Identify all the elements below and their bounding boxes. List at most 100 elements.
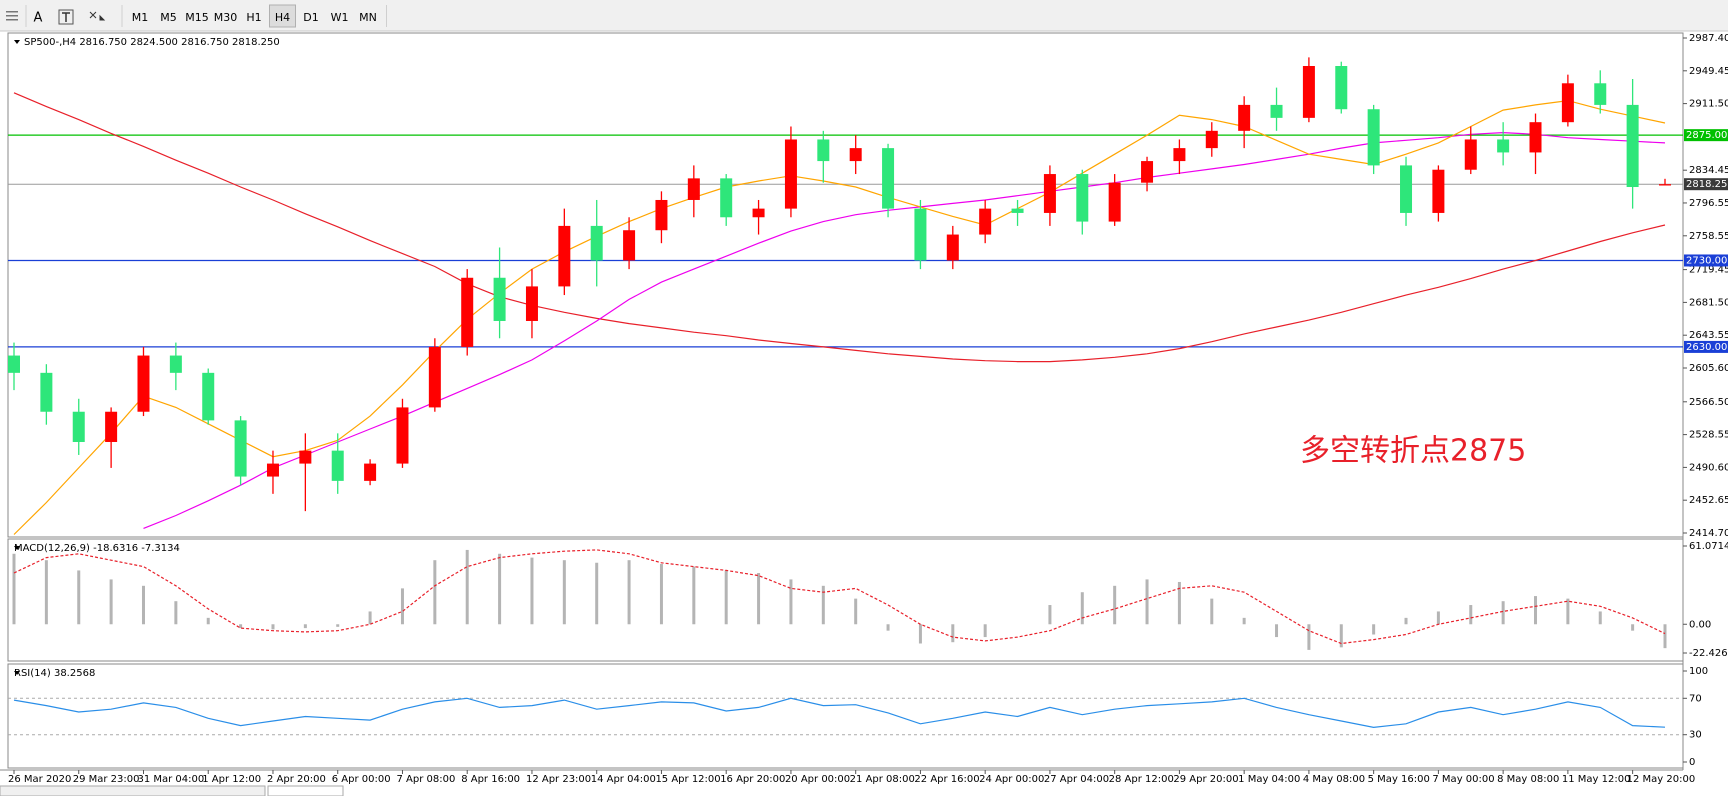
y-tick-label: 2566.500	[1689, 397, 1728, 408]
candle-body	[1270, 104, 1283, 118]
candle-body	[946, 234, 959, 261]
timeframe-button[interactable]: W1	[331, 11, 349, 24]
timeframe-button[interactable]: M30	[214, 11, 238, 24]
timeframe-button[interactable]: M5	[160, 11, 177, 24]
font-button[interactable]: A	[34, 11, 43, 26]
candle-body	[720, 178, 733, 218]
y-tick-label: 2414.700	[1689, 528, 1728, 539]
y-tick-label: 100	[1689, 666, 1708, 677]
candle-body	[1561, 83, 1574, 123]
x-tick-label: 1 May 04:00	[1238, 774, 1300, 785]
candle-body	[1464, 139, 1477, 170]
candle-body	[882, 148, 895, 209]
timeframe-button[interactable]: H1	[246, 11, 261, 24]
plot-area	[8, 57, 1683, 535]
histogram-bar	[109, 579, 113, 625]
histogram-bar	[951, 624, 955, 643]
histogram-bar	[368, 611, 372, 625]
x-tick-label: 5 May 16:00	[1368, 774, 1430, 785]
histogram-bar	[789, 579, 793, 625]
x-tick-label: 8 May 08:00	[1497, 774, 1559, 785]
level-label: 2630.000	[1686, 342, 1728, 353]
histogram-bar	[1436, 611, 1440, 625]
histogram-bar	[206, 617, 210, 625]
histogram-bar	[595, 562, 599, 625]
x-tick-label: 11 May 12:00	[1562, 774, 1631, 785]
candle-body	[558, 225, 571, 287]
x-tick-label: 7 Apr 08:00	[396, 774, 455, 785]
objects-icon[interactable]	[89, 11, 106, 21]
histogram-bar	[1275, 624, 1279, 638]
current-price-label: 2818.250	[1686, 179, 1728, 190]
toolbar: A M1 M5 M15 M30 H1 H4 D1 W1 MN	[0, 0, 1728, 32]
y-tick-label: 0	[1689, 757, 1695, 768]
histogram-bar	[1566, 598, 1570, 625]
x-tick-label: 29 Apr 20:00	[1173, 774, 1238, 785]
histogram-bar	[44, 560, 48, 625]
histogram-bar	[659, 564, 663, 625]
menu-icon[interactable]	[6, 11, 18, 21]
histogram-bar	[918, 624, 922, 644]
histogram-bar	[1469, 605, 1473, 625]
x-tick-label: 27 Apr 04:00	[1044, 774, 1109, 785]
timeframe-button[interactable]: H4	[275, 11, 290, 24]
y-tick-label: 2719.450	[1689, 265, 1728, 276]
candle-body	[1497, 139, 1510, 153]
candle-body	[1173, 148, 1186, 162]
histogram-bar	[562, 560, 566, 625]
candle-body	[364, 463, 377, 481]
candle-body	[1043, 174, 1056, 213]
y-tick-label: 2834.450	[1689, 165, 1728, 176]
x-tick-label: 22 Apr 16:00	[914, 774, 979, 785]
y-tick-label: 2605.600	[1689, 363, 1728, 374]
histogram-bar	[433, 560, 437, 625]
x-tick-label: 28 Apr 12:00	[1109, 774, 1174, 785]
histogram-bar	[1080, 592, 1084, 625]
histogram-bar	[1404, 617, 1408, 625]
level-label: 2730.000	[1686, 255, 1728, 266]
rsi-title: RSI(14) 38.2568	[14, 668, 95, 679]
histogram-bar	[336, 624, 340, 627]
candle-body	[1205, 130, 1218, 149]
x-tick-label: 31 Mar 04:00	[137, 774, 204, 785]
y-tick-label: 30	[1689, 730, 1702, 741]
histogram-bar	[1145, 579, 1149, 625]
candle-body	[1011, 208, 1024, 213]
histogram-bar	[1210, 598, 1214, 625]
panel-marker	[14, 40, 20, 44]
histogram-bar	[1534, 596, 1538, 625]
x-tick-label: 4 May 08:00	[1303, 774, 1365, 785]
histogram-bar	[1048, 605, 1052, 625]
histogram-bar	[886, 624, 890, 631]
text-tool-icon[interactable]	[58, 9, 74, 25]
y-tick-label: 2911.500	[1689, 99, 1728, 110]
y-tick-label: 2490.600	[1689, 462, 1728, 473]
x-tick-label: 14 Apr 04:00	[591, 774, 656, 785]
candle-body	[428, 346, 441, 408]
candle-body	[1529, 122, 1542, 153]
timeframe-button[interactable]: D1	[303, 11, 318, 24]
level-label: 2875.000	[1686, 130, 1728, 141]
level-label-bg	[1684, 340, 1728, 353]
candle-body	[461, 277, 474, 347]
candle-body	[299, 450, 312, 464]
sheet-tab[interactable]	[267, 785, 344, 797]
candle-body	[331, 450, 344, 481]
y-tick-label: -22.4269	[1689, 648, 1728, 659]
histogram-bar	[692, 566, 696, 625]
sheet-tab[interactable]	[0, 785, 266, 797]
rsi-line	[13, 697, 1666, 729]
timeframe-button[interactable]: MN	[359, 11, 377, 24]
icon-bar	[6, 19, 18, 21]
candle-body	[590, 225, 603, 261]
y-tick-label: 2796.550	[1689, 198, 1728, 209]
timeframe-button[interactable]: M15	[185, 11, 209, 24]
timeframe-button[interactable]: M1	[132, 11, 149, 24]
histogram-bar	[303, 624, 307, 629]
candle-body	[623, 230, 636, 261]
x-tick-label: 26 Mar 2020	[8, 774, 71, 785]
y-tick-label: 70	[1689, 693, 1702, 704]
histogram-bar	[239, 624, 243, 629]
